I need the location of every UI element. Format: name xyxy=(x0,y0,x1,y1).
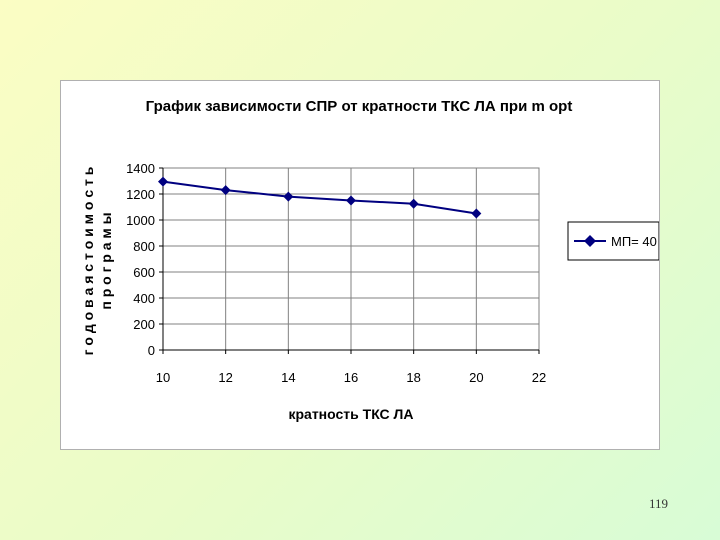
page-number: 119 xyxy=(648,496,668,511)
y-tick-label: 400 xyxy=(133,291,155,306)
data-point-marker xyxy=(283,191,294,202)
x-tick-label: 16 xyxy=(344,370,358,385)
data-point-marker xyxy=(471,208,482,219)
x-tick-label: 12 xyxy=(218,370,232,385)
chart-frame: График зависимости СПР от кратности ТКС … xyxy=(60,80,660,450)
y-tick-label: 800 xyxy=(133,239,155,254)
y-axis-label-line-2: п р о г р а м ы xyxy=(98,212,114,309)
y-axis-label: г о д о в а я с т о и м о с т ь п р о г … xyxy=(80,166,114,355)
x-axis-label: кратность ТКС ЛА xyxy=(288,406,413,422)
chart-title: График зависимости СПР от кратности ТКС … xyxy=(146,98,573,115)
y-tick-label: 0 xyxy=(148,343,155,358)
y-tick-label: 600 xyxy=(133,265,155,280)
data-point-marker xyxy=(158,176,168,187)
y-tick-label: 1400 xyxy=(126,161,155,176)
data-point-marker xyxy=(346,195,356,206)
series-line xyxy=(162,180,477,215)
legend-entry-label: МП= 40 xyxy=(611,234,657,249)
y-tick-label: 200 xyxy=(133,317,155,332)
data-point-marker xyxy=(408,198,419,209)
y-tick-label: 1200 xyxy=(126,187,155,202)
x-tick-label: 14 xyxy=(281,370,295,385)
y-tick-label: 1000 xyxy=(126,213,155,228)
data-point-marker xyxy=(220,185,231,196)
x-tick-label: 20 xyxy=(469,370,483,385)
legend: МП= 40 xyxy=(567,221,659,261)
x-tick-label: 10 xyxy=(156,370,170,385)
x-tick-label: 22 xyxy=(532,370,546,385)
y-axis-label-line-1: г о д о в а я с т о и м о с т ь xyxy=(80,166,96,355)
legend-marker xyxy=(584,235,596,247)
line-chart: График зависимости СПР от кратности ТКС … xyxy=(80,98,659,422)
x-tick-label: 18 xyxy=(406,370,420,385)
